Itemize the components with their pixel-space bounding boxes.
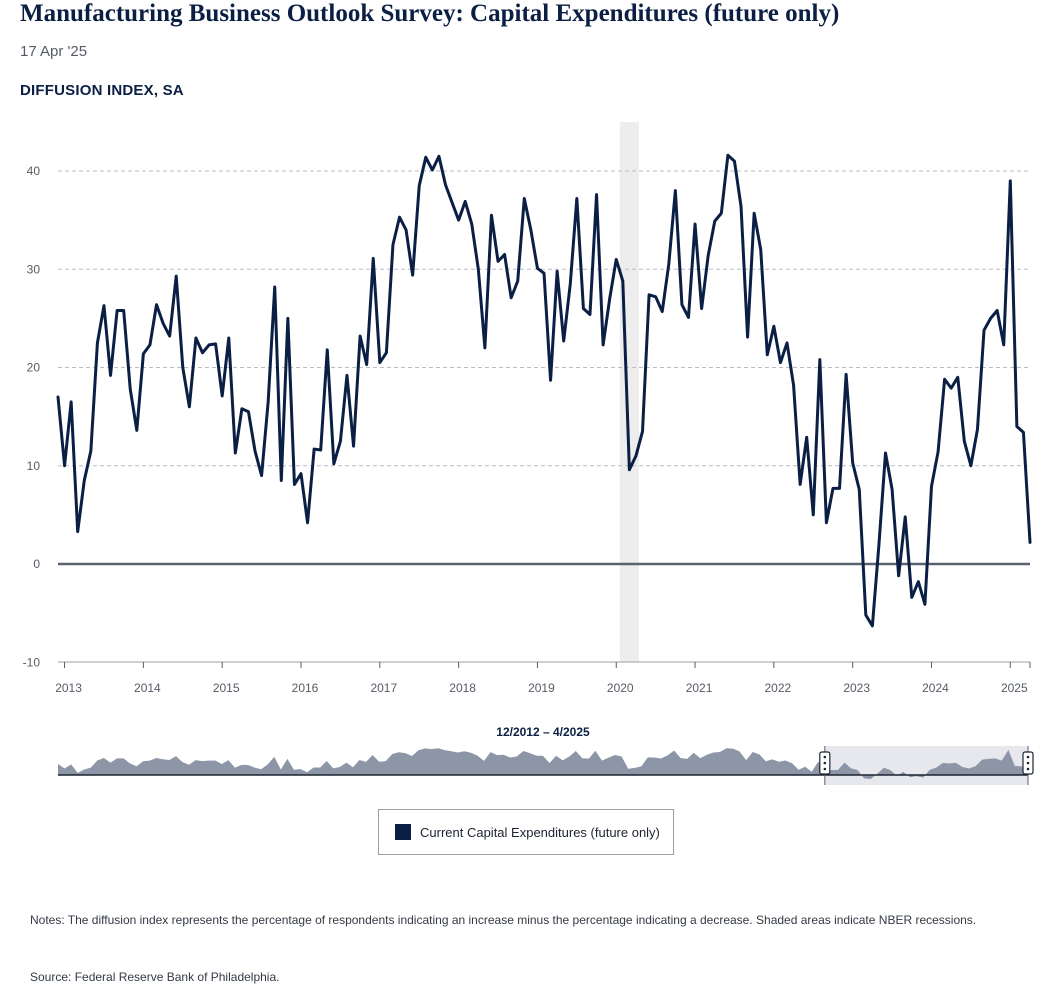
y-tick-label: -10 [23,655,41,669]
navigator[interactable] [58,746,1034,785]
x-tick-label: 2018 [449,681,476,695]
y-axis-label: DIFFUSION INDEX, SA [20,82,184,99]
navigator-handle-right[interactable] [1022,746,1034,785]
recession-band [619,122,639,662]
grip-dot [1026,767,1030,771]
x-axis-ticks: 2013 2014 2015 2016 2017 2018 2019 2020 2021 2022… [55,661,1031,695]
x-tick-label: 2022 [765,681,792,695]
grid-lines [58,170,1030,566]
y-tick-label: 40 [27,164,41,178]
y-axis-ticks: -10 0 10 20 30 40 [23,164,41,669]
grip-dot [823,767,827,771]
series-layer[interactable] [56,153,1032,628]
x-tick-label: 2024 [922,681,949,695]
x-tick-label: 2016 [292,681,319,695]
grip-dot [1026,761,1030,765]
y-tick-label: 0 [33,557,40,571]
x-tick-label: 2021 [686,681,713,695]
y-tick-label: 20 [27,361,41,375]
x-tick-label: 2013 [55,681,82,695]
x-tick-label: 2015 [213,681,240,695]
chart-title: Manufacturing Business Outlook Survey: C… [20,0,840,27]
release-date: 17 Apr '25 [20,43,88,60]
chart-source: Source: Federal Reserve Bank of Philadel… [30,970,280,984]
navigator-area [58,748,1028,780]
recession-bands [619,122,639,662]
grip-dot [823,755,827,759]
grip-dot [823,761,827,765]
y-tick-label: 30 [27,262,41,276]
legend-item-label[interactable]: Current Capital Expenditures (future onl… [420,824,660,840]
series-line-capex[interactable] [56,153,1032,628]
chart-notes: Notes: The diffusion index represents th… [30,913,977,927]
x-tick-label: 2023 [843,681,870,695]
navigator-range-label: 12/2012 – 4/2025 [496,725,590,739]
y-tick-label: 10 [27,459,41,473]
grip-dot [1026,755,1030,759]
x-tick-label: 2020 [607,681,634,695]
navigator-handle-left[interactable] [819,746,831,785]
x-tick-label: 2017 [370,681,397,695]
legend-swatch [395,824,411,840]
x-tick-label: 2019 [528,681,555,695]
x-tick-label: 2025 [1001,681,1028,695]
legend[interactable]: Current Capital Expenditures (future onl… [378,809,674,855]
x-tick-label: 2014 [134,681,161,695]
